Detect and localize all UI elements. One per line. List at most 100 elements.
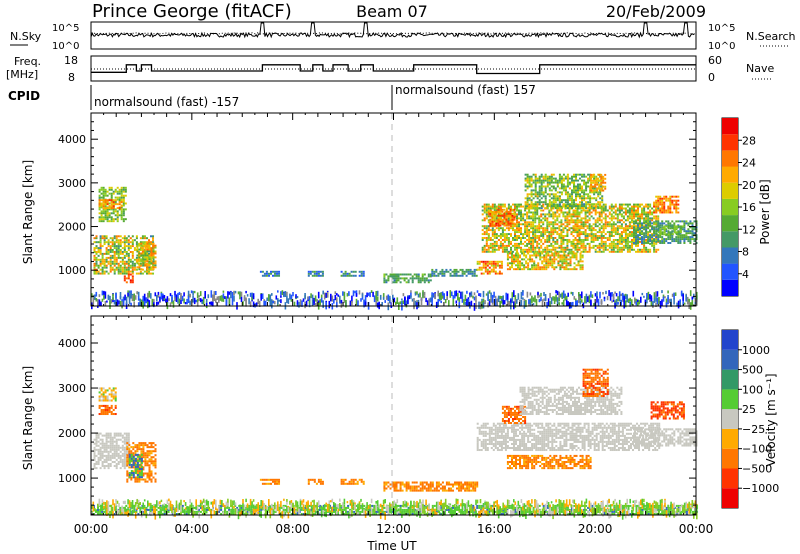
power-cells-cell — [570, 215, 573, 218]
power-cells-cell — [542, 237, 545, 239]
power-cells-cell — [113, 237, 116, 240]
power-cells-cell — [517, 260, 520, 263]
power-cells-cell — [562, 215, 565, 218]
power-cells-cell — [655, 248, 658, 251]
power-cells-cell — [589, 201, 592, 204]
power-cells-cell — [590, 225, 593, 228]
power-cells-cell — [413, 277, 416, 280]
power-cells-speckle — [623, 296, 625, 304]
power-cells-cell — [588, 242, 591, 245]
power-cells-speckle — [458, 300, 461, 309]
vel-cells-cell — [105, 438, 108, 441]
power-cells-cell — [487, 213, 490, 216]
power-cells-cell — [691, 222, 694, 225]
power-cells-cell — [528, 203, 531, 206]
power-cells-cell — [655, 242, 658, 245]
power-cells-cell — [102, 196, 105, 199]
power-cells-speckle — [307, 296, 309, 300]
power-cells-cell — [574, 219, 577, 222]
power-cells-cell — [100, 186, 103, 189]
vel-cells-cell — [95, 432, 98, 435]
power-cells-cell — [525, 260, 528, 263]
power-cells-speckle — [609, 292, 612, 297]
power-cells-speckle — [546, 302, 548, 309]
power-cells-speckle — [118, 300, 120, 305]
power-cells-cell — [677, 238, 680, 241]
power-cells-cell — [98, 194, 101, 197]
power-cells-speckle — [390, 302, 393, 308]
power-cells-cell — [111, 268, 114, 271]
power-cells-cell — [639, 217, 642, 220]
power-cells-cell — [480, 266, 483, 269]
power-cells-cell — [602, 227, 605, 230]
power-cells-cell — [643, 238, 646, 241]
power-cells-cell — [506, 256, 509, 259]
power-cells-cell — [517, 258, 520, 261]
power-cells-cell — [311, 274, 314, 277]
power-cells-cell — [500, 266, 503, 269]
power-cells-cell — [507, 233, 510, 236]
power-cells-cell — [116, 216, 119, 219]
power-cells-cell — [647, 203, 650, 206]
power-cells-cell — [95, 260, 98, 263]
power-cells-cell — [548, 183, 551, 186]
power-cells-speckle — [343, 300, 346, 303]
power-cells-cell — [584, 248, 587, 251]
power-cells-speckle — [245, 299, 247, 307]
power-cells-cell — [131, 252, 134, 255]
power-cells-cell — [548, 199, 551, 202]
power-cells-cell — [493, 205, 496, 208]
power-cells-cell — [594, 223, 597, 226]
power-cells-cell — [524, 177, 527, 180]
power-cells-cell — [588, 223, 591, 226]
power-cells-cell — [624, 225, 627, 228]
power-cells-cell — [550, 227, 553, 230]
power-cells-cell — [622, 229, 625, 232]
power-cells-cell — [575, 175, 578, 178]
power-cells-cell — [598, 183, 601, 186]
vel-cells-cell — [123, 442, 126, 445]
power-cells-cell — [560, 233, 563, 236]
power-cells-cell — [344, 274, 347, 277]
power-cells-speckle — [264, 300, 267, 307]
power-cells-cell — [513, 268, 516, 271]
power-cells-cell — [538, 246, 541, 249]
power-cells-cell — [106, 199, 109, 202]
power-cells-cell — [106, 218, 109, 221]
power-cells-cell — [544, 197, 547, 200]
power-cells-cell — [637, 207, 640, 210]
power-cells-cell — [575, 179, 578, 182]
power-cells-cell — [125, 266, 128, 269]
power-cells-cell — [558, 237, 561, 239]
power-cells-cell — [526, 239, 529, 241]
power-cells-cell — [647, 226, 650, 229]
power-cells-cell — [596, 219, 599, 222]
power-cells-speckle — [623, 301, 625, 309]
power-cells-cell — [115, 252, 118, 255]
power-cells-cell — [148, 250, 151, 253]
power-cells-cell — [493, 220, 496, 223]
power-cells-cell — [125, 277, 128, 280]
power-cells-cell — [119, 266, 122, 269]
power-cells-cell — [663, 242, 666, 244]
power-cells-cell — [536, 237, 539, 239]
power-cells-cell — [620, 223, 623, 226]
power-cells-cell — [693, 226, 696, 229]
power-cells-cell — [527, 264, 530, 267]
power-cells-cell — [537, 262, 540, 265]
power-cells-cell — [546, 193, 549, 196]
power-cells-cell — [649, 236, 652, 239]
power-cells-cell — [517, 264, 520, 267]
power-cells-cell — [596, 177, 599, 180]
power-cells-cell — [624, 242, 627, 245]
power-cells-cell — [659, 199, 662, 202]
power-cells-cell — [534, 189, 537, 192]
power-cells-cell — [135, 241, 138, 244]
power-cells-cell — [490, 264, 493, 267]
power-cells-cell — [560, 201, 563, 204]
power-cells-cell — [488, 262, 491, 265]
power-cells-cell — [142, 256, 145, 259]
power-cells-cell — [553, 256, 556, 259]
power-cells-cell — [562, 179, 565, 182]
power-cells-speckle — [360, 298, 362, 302]
